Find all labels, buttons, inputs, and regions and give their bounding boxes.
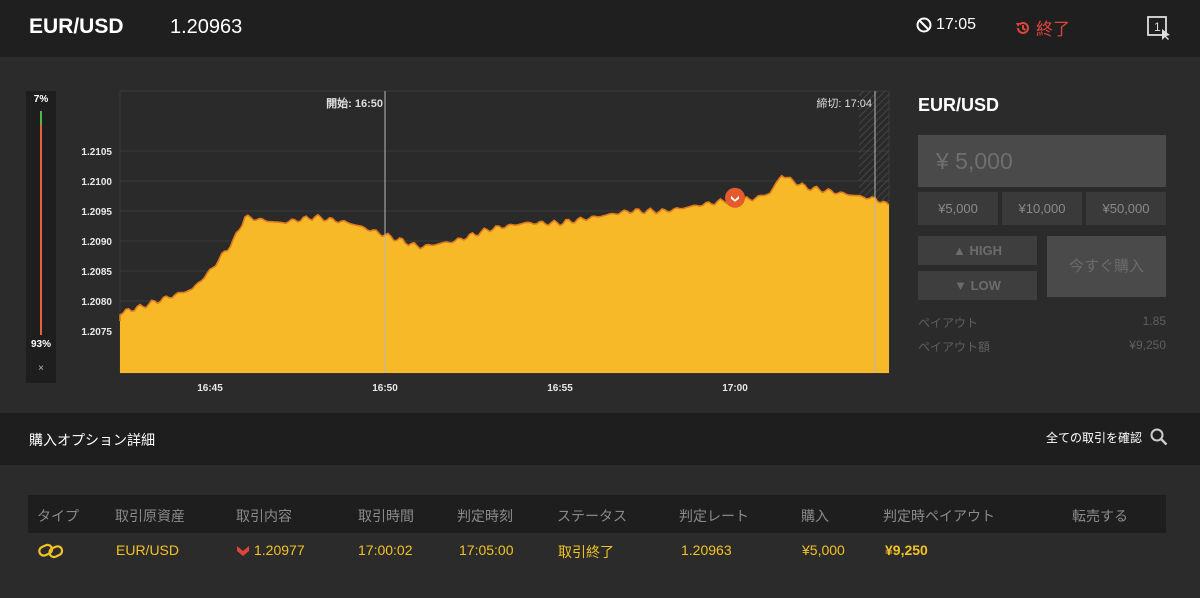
expiry-clock: 17:05 (916, 16, 976, 34)
window-one-icon[interactable]: 1 (1146, 15, 1172, 41)
svg-text:1: 1 (1154, 20, 1161, 34)
all-trades-label: 全ての取引を確認 (1045, 430, 1142, 445)
y-tick-label: 1.2095 (81, 207, 112, 218)
row-payout: ¥9,250 (885, 542, 928, 558)
sentiment-close[interactable]: × (38, 363, 44, 374)
row-judge-time: 17:05:00 (459, 542, 514, 558)
high-button[interactable]: ▲ HIGH (918, 236, 1037, 265)
row-trade-time: 17:00:02 (358, 542, 413, 558)
end-label: 終了 (1036, 20, 1070, 39)
low-button[interactable]: ▼ LOW (918, 271, 1037, 300)
end-button[interactable]: 終了 (1014, 15, 1070, 40)
x-tick-label: 17:00 (722, 383, 748, 394)
row-status: 取引終了 (558, 544, 614, 560)
high-label: HIGH (969, 243, 1002, 258)
sentiment-meter: 7% 93% × (26, 91, 56, 383)
chip-50000[interactable]: ¥50,000 (1086, 192, 1166, 225)
sentiment-down: 93% (30, 339, 51, 350)
payout-value: 1.85 (1142, 314, 1166, 328)
payout-label: ペイアウト (918, 316, 979, 330)
x-tick-label: 16:45 (197, 383, 223, 394)
start-label: 開始: 16:50 (326, 96, 383, 110)
x-tick-label: 16:50 (372, 383, 398, 394)
y-tick-label: 1.2090 (81, 237, 112, 248)
sidebar-pair: EUR/USD (918, 95, 1000, 115)
payout-amount-row: ペイアウト額 ¥9,250 (918, 338, 1166, 355)
history-icon (1016, 21, 1029, 34)
y-tick-label: 1.2105 (81, 147, 112, 158)
detail-title: 購入オプション詳細 (29, 432, 155, 448)
low-arrow-icon: ▼ (954, 278, 971, 293)
header-bar: EUR/USD 1.20963 17:05 終了 1 (0, 0, 1200, 57)
row-rate: 1.20963 (681, 542, 732, 558)
entry-marker (725, 187, 745, 208)
col-rate: 判定レート (679, 508, 749, 524)
trades-table: タイプ 取引原資産 取引内容 取引時間 判定時刻 ステータス 判定レート 購入 … (28, 495, 1166, 569)
payout-row: ペイアウト 1.85 (918, 314, 1166, 331)
link-chain-icon (38, 543, 64, 559)
col-status: ステータス (557, 508, 627, 524)
col-trade-time: 取引時間 (358, 508, 414, 524)
price-area (120, 175, 889, 373)
detail-bar: 購入オプション詳細 全ての取引を確認 (0, 413, 1200, 465)
col-payout: 判定時ペイアウト (883, 508, 995, 524)
price-chart: 1.2105 1.2100 1.2095 1.2090 1.2085 1.2080 1.20… (81, 90, 890, 394)
chip-5000[interactable]: ¥5,000 (918, 192, 998, 225)
y-tick-label: 1.2085 (81, 267, 112, 278)
expiry-time: 17:05 (936, 16, 977, 33)
col-judge-time: 判定時刻 (457, 508, 513, 524)
clock-ban-icon (916, 17, 932, 33)
col-asset: 取引原資産 (115, 508, 185, 524)
table-header: タイプ 取引原資産 取引内容 取引時間 判定時刻 ステータス 判定レート 購入 … (28, 495, 1166, 533)
current-price: 1.20963 (170, 16, 243, 38)
chip-10000[interactable]: ¥10,000 (1002, 192, 1082, 225)
col-content: 取引内容 (236, 508, 292, 524)
amount-input[interactable]: ¥ 5,000 (918, 135, 1166, 187)
sentiment-up: 7% (33, 94, 49, 105)
y-tick-label: 1.2080 (81, 297, 112, 308)
search-icon (1150, 428, 1168, 446)
row-purchase: ¥5,000 (802, 542, 845, 558)
end-label-chart: 締切: 17:04 (816, 96, 872, 110)
price-line (119, 174, 890, 321)
payout-amount-value: ¥9,250 (1129, 338, 1166, 352)
all-trades-link[interactable]: 全ての取引を確認 (1046, 428, 1168, 446)
row-asset: EUR/USD (116, 542, 180, 558)
low-arrow-icon (237, 546, 249, 556)
y-tick-label: 1.2100 (81, 177, 112, 188)
payout-amount-label: ペイアウト額 (918, 340, 991, 354)
col-type: タイプ (37, 508, 79, 524)
y-tick-label: 1.2075 (81, 327, 112, 338)
x-tick-label: 16:55 (547, 383, 573, 394)
col-resell: 転売する (1072, 508, 1128, 524)
table-row[interactable]: EUR/USD 1.20977 17:00:02 17:05:00 取引終了 1… (28, 533, 1166, 569)
low-label: LOW (970, 278, 1001, 293)
high-arrow-icon: ▲ (953, 243, 970, 258)
col-purchase: 購入 (801, 508, 829, 524)
asset-pair: EUR/USD (29, 15, 124, 38)
sentiment-down-bar (40, 125, 42, 335)
buy-now-button[interactable]: 今すぐ購入 (1047, 236, 1166, 297)
sentiment-up-bar (40, 111, 42, 125)
row-content: 1.20977 (254, 542, 305, 558)
